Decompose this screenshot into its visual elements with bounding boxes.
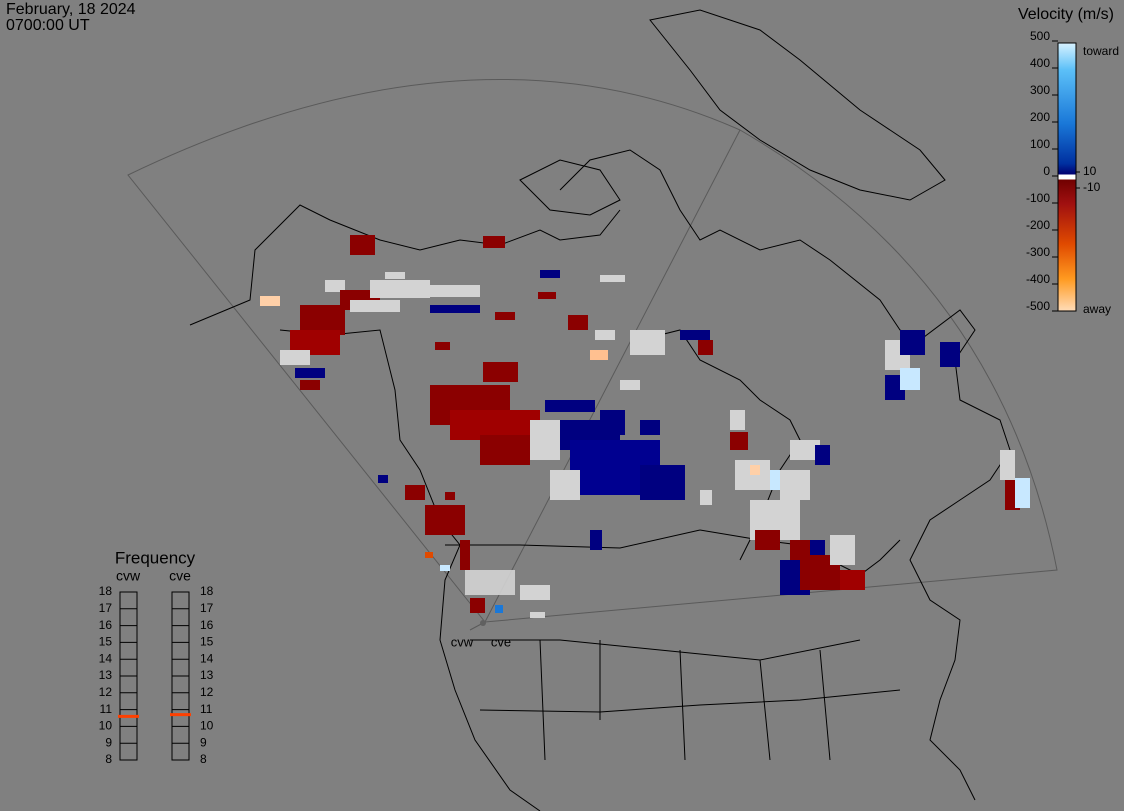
frequency-tick-label: 17 <box>200 601 214 615</box>
colorbar-title: Velocity (m/s) <box>1018 6 1114 23</box>
colorbar-tick-label: 10 <box>1083 164 1097 178</box>
frequency-tick-label: 8 <box>105 752 112 766</box>
colorbar-tick-label: -400 <box>1026 272 1050 286</box>
frequency-tick-label: 9 <box>105 735 112 749</box>
frequency-tick-label: 9 <box>200 735 207 749</box>
time: 0700:00 UT <box>6 17 90 34</box>
frequency-tick-label: 12 <box>200 685 214 699</box>
frequency-tick-label: 18 <box>99 584 113 598</box>
frequency-panel: Frequency cvw18171615141312111098cve1817… <box>99 548 214 766</box>
colorbar-tick-label: 500 <box>1030 29 1050 43</box>
colorbar-end-label: away <box>1083 302 1111 316</box>
colorbar-tick-label: -10 <box>1083 180 1101 194</box>
radar-name: cve <box>169 568 191 584</box>
colorbar-tick-label: 400 <box>1030 56 1050 70</box>
colorbar-tick-label: -300 <box>1026 245 1050 259</box>
frequency-tick-label: 8 <box>200 752 207 766</box>
frequency-tick-label: 10 <box>200 719 214 733</box>
colorbar-tick-label: 0 <box>1043 164 1050 178</box>
radar-label: cvw <box>451 634 474 649</box>
frequency-tick-label: 13 <box>99 668 113 682</box>
velocity-colorbar: Velocity (m/s) toward away 500 400 300 200 1… <box>1018 6 1119 316</box>
frequency-tick-label: 13 <box>200 668 214 682</box>
frequency-tick-label: 18 <box>200 584 214 598</box>
frequency-tick-label: 16 <box>200 618 214 632</box>
frequency-tick-label: 17 <box>99 601 113 615</box>
colorbar-tick-label: -200 <box>1026 218 1050 232</box>
radar-name: cvw <box>116 568 141 584</box>
frequency-tick-label: 11 <box>200 702 213 716</box>
radar-label: cve <box>491 634 511 649</box>
frequency-tick-label: 15 <box>200 635 214 649</box>
scatter-cells <box>260 235 1030 626</box>
colorbar-tick-label: 200 <box>1030 110 1050 124</box>
frequency-tick-label: 15 <box>99 635 113 649</box>
frequency-tick-label: 14 <box>200 651 214 665</box>
colorbar-end-label: toward <box>1083 44 1119 58</box>
frequency-tick-label: 16 <box>99 618 113 632</box>
colorbar-tick-label: -500 <box>1026 299 1050 313</box>
colorbar-gradient <box>1057 42 1077 312</box>
frequency-title: Frequency <box>115 548 196 567</box>
colorbar-tick-label: 300 <box>1030 83 1050 97</box>
frequency-tick-label: 14 <box>99 651 113 665</box>
colorbar-tick-label: -100 <box>1026 191 1050 205</box>
colorbar-tick-label: 100 <box>1030 137 1050 151</box>
frequency-tick-label: 11 <box>100 702 113 716</box>
date: February, 18 2024 <box>6 1 136 18</box>
frequency-tick-label: 12 <box>99 685 113 699</box>
frequency-tick-label: 10 <box>99 719 113 733</box>
